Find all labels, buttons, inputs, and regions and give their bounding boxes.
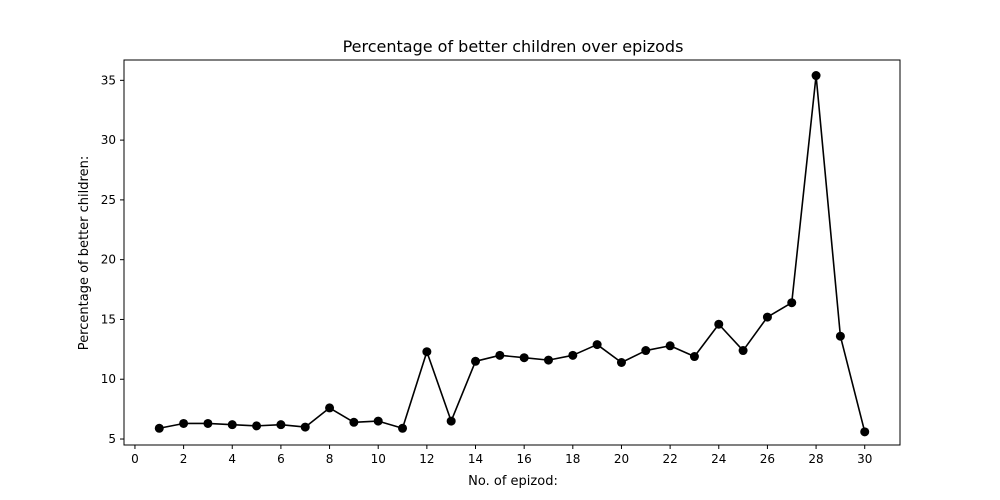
x-tick-label: 6 (277, 452, 285, 466)
data-point (373, 416, 383, 426)
x-axis-ticks: 0 2 4 6 8 10 12 14 16 18 20 22 24 26 28 30 (131, 445, 872, 466)
series-layer (154, 71, 870, 437)
y-tick-label: 35 (101, 73, 116, 87)
x-tick-label: 26 (760, 452, 775, 466)
data-point (227, 420, 237, 430)
x-tick-label: 0 (131, 452, 139, 466)
x-tick-label: 16 (517, 452, 532, 466)
y-tick-label: 10 (101, 372, 116, 386)
x-tick-label: 2 (180, 452, 188, 466)
x-tick-label: 20 (614, 452, 629, 466)
data-point (568, 350, 578, 360)
x-tick-label: 22 (662, 452, 677, 466)
x-tick-label: 8 (326, 452, 334, 466)
y-tick-label: 15 (101, 312, 116, 326)
y-tick-label: 5 (108, 432, 116, 446)
x-tick-label: 24 (711, 452, 726, 466)
x-tick-label: 4 (228, 452, 236, 466)
data-point (252, 421, 262, 431)
data-point (203, 418, 213, 428)
data-point (641, 346, 651, 356)
x-tick-label: 18 (565, 452, 580, 466)
data-point (422, 347, 432, 357)
x-tick-label: 14 (468, 452, 483, 466)
x-tick-label: 12 (419, 452, 434, 466)
data-point (811, 71, 821, 81)
data-point (762, 312, 772, 322)
chart-title: Percentage of better children over epizo… (343, 37, 684, 56)
data-point (154, 423, 164, 433)
data-point (276, 420, 286, 430)
y-tick-label: 30 (101, 133, 116, 147)
x-tick-label: 10 (371, 452, 386, 466)
data-point (689, 352, 699, 362)
data-point (714, 319, 724, 329)
data-point (471, 356, 481, 366)
data-point (592, 340, 602, 350)
data-point (738, 346, 748, 356)
data-point (300, 422, 310, 432)
x-tick-label: 28 (808, 452, 823, 466)
data-point (349, 417, 359, 427)
data-point (665, 341, 675, 351)
data-point (616, 358, 626, 367)
data-point (179, 418, 189, 428)
plot-area-frame (123, 59, 901, 446)
data-point (787, 298, 797, 308)
y-axis-ticks: 5 10 15 20 25 30 35 (101, 73, 124, 446)
data-point (325, 403, 335, 413)
y-tick-label: 20 (101, 253, 116, 267)
data-point (860, 427, 870, 437)
data-point (835, 331, 845, 341)
data-point (519, 353, 529, 363)
y-tick-label: 25 (101, 193, 116, 207)
data-point (495, 350, 505, 360)
data-point (543, 355, 553, 365)
y-axis-label: Percentage of better children: (77, 156, 92, 350)
data-point (398, 423, 408, 433)
data-point (446, 416, 456, 426)
x-tick-label: 30 (857, 452, 872, 466)
x-axis-label: No. of epizod: (468, 474, 558, 489)
